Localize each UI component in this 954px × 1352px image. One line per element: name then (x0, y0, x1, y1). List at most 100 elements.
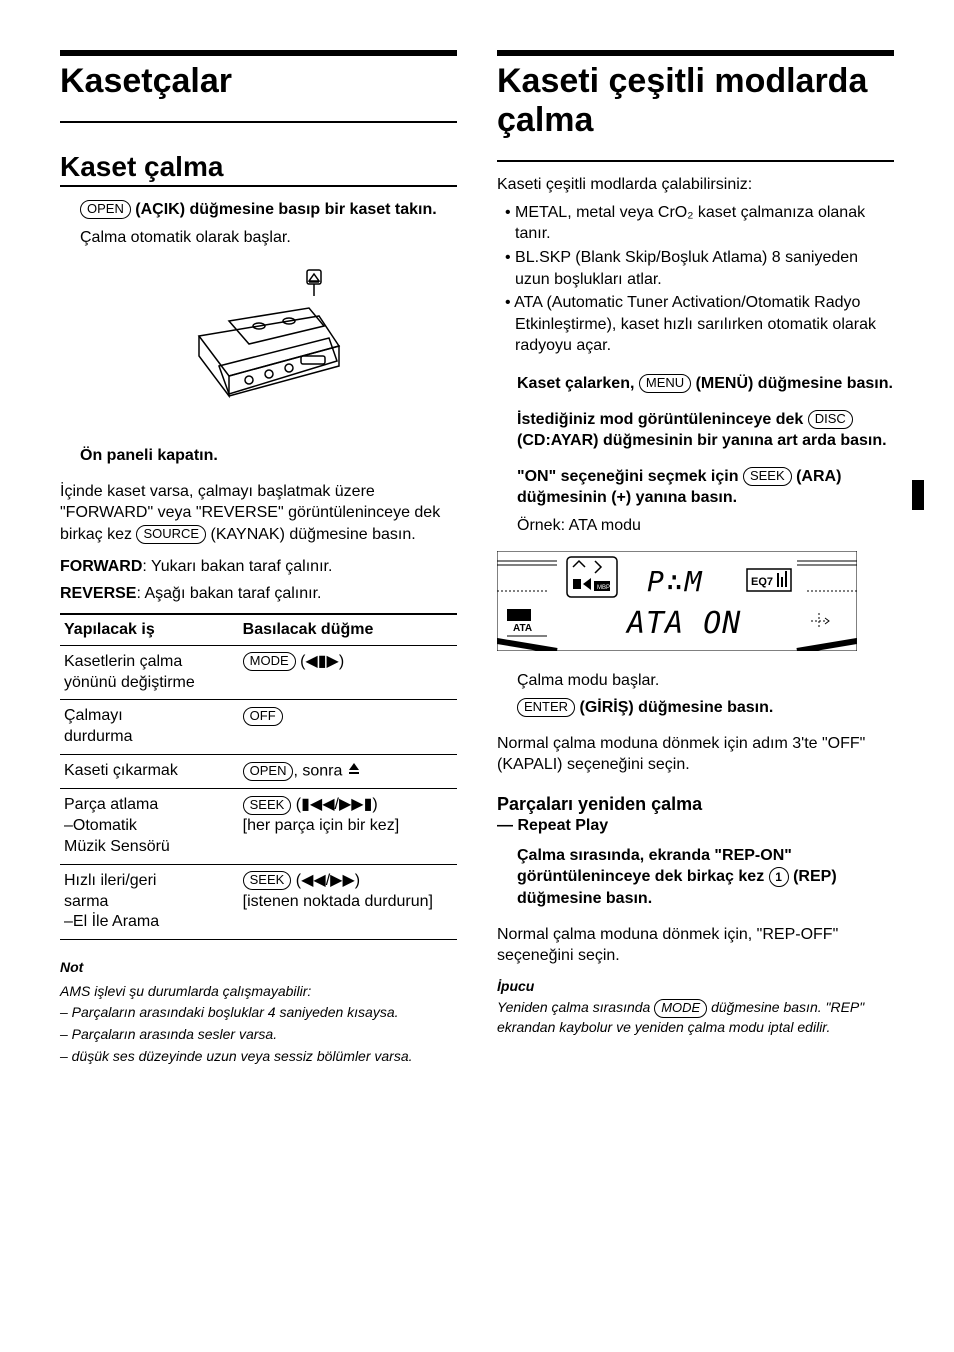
controls-table: Yapılacak iş Basılacak düğme Kasetlerin … (60, 613, 457, 940)
open-text2: Çalma otomatik olarak başlar. (80, 227, 457, 249)
tip-block: İpucu Yeniden çalma sırasında MODE düğme… (497, 977, 894, 1038)
step3-ex: Örnek: ATA modu (517, 515, 894, 537)
rev-label: REVERSE (60, 585, 136, 602)
row4b: –Otomatik (64, 817, 137, 834)
repeat-pre: Çalma sırasında, ekranda "REP-ON" görünt… (517, 847, 792, 886)
table-row: Kaseti çıkarmak OPEN, sonra (60, 755, 457, 789)
row4-note: [her parça için bir kez] (243, 817, 400, 834)
step2-post: (CD:AYAR) düğmesinin bir yanına art arda… (517, 432, 887, 449)
row5c: –El İle Arama (64, 913, 159, 930)
step2: İstediğiniz mod görüntüleninceye dek DIS… (517, 409, 894, 452)
mode-item: ATA (Automatic Tuner Activation/Otomatik… (505, 292, 894, 357)
rep-1-button: 1 (769, 867, 789, 887)
step3: "ON" seçeneğini seçmek için SEEK (ARA) d… (517, 466, 894, 537)
table-row: Kasetlerin çalma yönünü değiştirme MODE … (60, 645, 457, 700)
disc-button-pill: DISC (808, 410, 853, 429)
open-instruction: OPEN (AÇIK) düğmesine basıp bir kaset ta… (80, 199, 457, 248)
row5b: sarma (64, 893, 108, 910)
seek2-button-pill: SEEK (243, 871, 292, 890)
svg-text:ATA: ATA (513, 623, 532, 634)
row4a: Parça atlama (64, 796, 158, 813)
open2-button-pill: OPEN (243, 762, 294, 781)
note-p1: AMS işlevi şu durumlarda çalışmayabilir: (60, 982, 457, 1002)
row1-task: Kasetlerin çalma yönünü değiştirme (60, 645, 239, 700)
page-two-column: Kasetçalar Kaset çalma OPEN (AÇIK) düğme… (60, 50, 894, 1068)
note-i2: – Parçaların arasında sesler varsa. (60, 1025, 457, 1045)
close-panel-text: Ön paneli kapatın. (80, 445, 457, 467)
note-i3: – düşük ses düzeyinde uzun veya sessiz b… (60, 1047, 457, 1067)
section-bar (60, 50, 457, 56)
lcd-top-text: P∴M (647, 565, 704, 598)
section-bar-right (497, 50, 894, 56)
enter-button-pill: ENTER (517, 698, 575, 717)
side-tab-marker (912, 480, 924, 510)
repeat-step: Çalma sırasında, ekranda "REP-ON" görünt… (517, 845, 894, 910)
repeat-off: Normal çalma moduna dönmek için, "REP-OF… (497, 924, 894, 967)
source-paragraph: İçinde kaset varsa, çalmayı başlatmak üz… (60, 481, 457, 546)
h3-repeat: Parçaları yeniden çalma (497, 794, 894, 815)
seek3-button-pill: SEEK (743, 467, 792, 486)
fwd-text: : Yukarı bakan taraf çalınır. (142, 558, 332, 575)
off-button-pill: OFF (243, 707, 283, 726)
mode-list: METAL, metal veya CrO₂ kaset çalmanıza o… (497, 202, 894, 357)
table-row: Parça atlama –Otomatik Müzik Sensörü SEE… (60, 789, 457, 864)
mode-button-pill: MODE (243, 652, 296, 671)
left-h2: Kaset çalma (60, 151, 457, 183)
step1: Kaset çalarken, MENU (MENÜ) düğmesine ba… (517, 373, 894, 395)
row5-icons: (◀◀/▶▶) (296, 872, 360, 889)
intro: Kaseti çeşitli modlarda çalabilirsiniz: (497, 174, 894, 196)
row1-icons: (◀▮▶) (300, 653, 344, 670)
open-text-bold: (AÇIK) düğmesine basıp bir kaset takın. (135, 201, 436, 218)
right-h1: Kaseti çeşitli modlarda çalma (497, 62, 894, 140)
tip-head: İpucu (497, 977, 894, 997)
eject-icon (347, 761, 361, 782)
step1-post: (MENÜ) düğmesine basın. (691, 375, 893, 392)
step3-pre: "ON" seçeneğini seçmek için (517, 468, 743, 485)
fwd-label: FORWARD (60, 558, 142, 575)
mode-item: BL.SKP (Blank Skip/Boşluk Atlama) 8 sani… (505, 247, 894, 290)
after-lcd: Çalma modu başlar. ENTER (GİRİŞ) düğmesi… (517, 670, 894, 719)
right-h1-rule (497, 160, 894, 162)
left-h1: Kasetçalar (60, 62, 457, 101)
step1-pre: Kaset çalarken, (517, 375, 639, 392)
svg-text:MBP: MBP (597, 585, 610, 591)
seek-button-pill: SEEK (243, 796, 292, 815)
note-head: Not (60, 958, 457, 978)
note-i1: – Parçaların arasındaki boşluklar 4 sani… (60, 1003, 457, 1023)
h3-sub: — Repeat Play (497, 817, 894, 835)
open-button-pill: OPEN (80, 200, 131, 219)
table-row: Hızlı ileri/geri sarma –El İle Arama SEE… (60, 864, 457, 939)
note-block: Not AMS işlevi şu durumlarda çalışmayabi… (60, 958, 457, 1066)
rev-text: : Aşağı bakan taraf çalınır. (136, 585, 321, 602)
row4c: Müzik Sensörü (64, 838, 170, 855)
row2b: durdurma (64, 728, 132, 745)
th-task: Yapılacak iş (60, 614, 239, 646)
table-row: Çalmayı durdurma OFF (60, 700, 457, 755)
row5a: Hızlı ileri/geri (64, 872, 156, 889)
th-btn: Basılacak düğme (239, 614, 457, 646)
row2a: Çalmayı (64, 707, 123, 724)
menu-button-pill: MENU (639, 374, 691, 393)
source-button-pill: SOURCE (136, 525, 206, 544)
row5-note: [istenen noktada durdurun] (243, 893, 433, 910)
right-column: Kaseti çeşitli modlarda çalma Kaseti çeş… (497, 50, 894, 1068)
tip-pre: Yeniden çalma sırasında (497, 999, 654, 1015)
enter-line: (GİRİŞ) düğmesine basın. (575, 699, 773, 716)
fwd-line: FORWARD: Yukarı bakan taraf çalınır. (60, 556, 457, 578)
left-column: Kasetçalar Kaset çalma OPEN (AÇIK) düğme… (60, 50, 457, 1068)
mode2-button-pill: MODE (654, 999, 707, 1018)
lcd-main-text: ATA ON (625, 606, 741, 641)
rev-line: REVERSE: Aşağı bakan taraf çalınır. (60, 583, 457, 605)
h1-underline (60, 121, 457, 123)
h2-rule (60, 185, 457, 187)
normal-return: Normal çalma moduna dönmek için adım 3't… (497, 733, 894, 776)
row3-after: , sonra (293, 763, 346, 780)
close-panel-step: Ön paneli kapatın. (80, 445, 457, 467)
p1b: (KAYNAK) düğmesine basın. (206, 526, 416, 543)
mode-item: METAL, metal veya CrO₂ kaset çalmanıza o… (505, 202, 894, 245)
cassette-diagram (60, 266, 457, 421)
after-lcd-text: Çalma modu başlar. (517, 670, 894, 692)
lcd-display: MBP P∴M EQ7 ATA ATA ON (497, 551, 894, 656)
row3-task: Kaseti çıkarmak (60, 755, 239, 789)
step2-pre: İstediğiniz mod görüntüleninceye dek (517, 411, 808, 428)
